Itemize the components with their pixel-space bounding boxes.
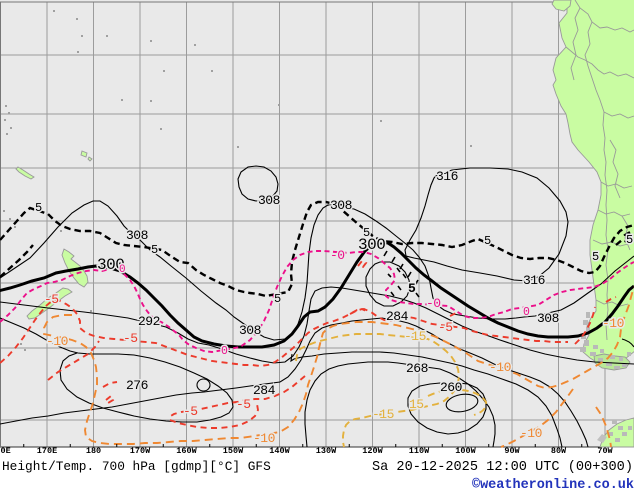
svg-text:-10: -10 [253,431,275,446]
svg-text:15: 15 [409,397,424,412]
svg-text:180: 180 [86,446,101,456]
svg-text:90W: 90W [504,446,520,456]
svg-text:110W: 110W [409,446,430,456]
svg-text:300: 300 [97,256,124,274]
svg-text:Sa 20-12-2025 12:00 UTC (00+30: Sa 20-12-2025 12:00 UTC (00+300) [372,460,633,475]
svg-text:-15: -15 [372,407,394,422]
svg-text:308: 308 [258,193,280,208]
svg-text:120W: 120W [362,446,383,456]
svg-text:0: 0 [221,345,228,358]
svg-text:5: 5 [151,243,158,257]
svg-text:292: 292 [138,314,160,329]
svg-text:316: 316 [436,169,458,184]
svg-text:100W: 100W [455,446,476,456]
svg-text:150W: 150W [223,446,244,456]
svg-text:160W: 160W [176,446,197,456]
svg-text:©weatheronline.co.uk: ©weatheronline.co.uk [472,478,634,490]
svg-text:5: 5 [35,201,42,215]
svg-text:5: 5 [363,226,370,240]
svg-text:-15: -15 [404,329,426,344]
svg-text:260: 260 [440,380,462,395]
svg-text:-10: -10 [602,316,624,331]
svg-text:80W: 80W [551,446,567,456]
svg-text:-5: -5 [183,404,198,419]
svg-text:-0: -0 [426,296,441,311]
svg-text:70W: 70W [597,446,613,456]
svg-text:0: 0 [119,264,125,276]
svg-text:5: 5 [484,234,491,248]
svg-text:160E: 160E [0,446,11,456]
svg-text:5: 5 [626,233,633,247]
svg-text:308: 308 [239,323,261,338]
svg-text:308: 308 [126,228,148,243]
svg-text:-10: -10 [489,360,511,375]
svg-text:276: 276 [126,378,148,393]
svg-text:5: 5 [408,281,416,296]
svg-text:284: 284 [386,309,409,324]
svg-text:308: 308 [537,311,559,326]
svg-text:-10: -10 [46,334,68,349]
svg-text:140W: 140W [269,446,290,456]
svg-text:-5: -5 [236,397,251,412]
svg-text:130W: 130W [316,446,337,456]
svg-text:-5: -5 [44,292,59,307]
svg-text:-5: -5 [123,331,138,346]
svg-text:308: 308 [330,198,352,213]
svg-text:-5: -5 [438,320,453,335]
svg-text:5: 5 [274,292,281,306]
svg-text:268: 268 [406,361,428,376]
svg-text:Height/Temp. 700 hPa [gdmp][°C: Height/Temp. 700 hPa [gdmp][°C] GFS [2,459,271,474]
svg-text:-0: -0 [330,248,345,263]
svg-text:284: 284 [253,383,276,398]
svg-text:5: 5 [592,250,599,264]
svg-text:-10: -10 [520,426,542,441]
svg-text:316: 316 [523,273,545,288]
svg-text:170W: 170W [130,446,151,456]
svg-text:170E: 170E [37,446,57,456]
svg-text:300: 300 [358,236,385,254]
svg-text:0: 0 [523,306,530,319]
